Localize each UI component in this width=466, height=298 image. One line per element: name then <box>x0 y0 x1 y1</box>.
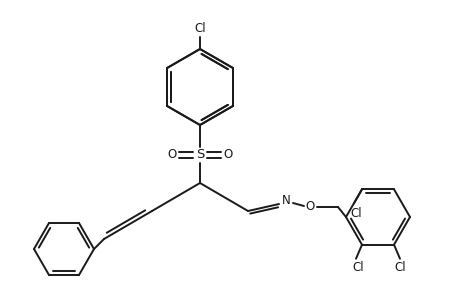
Text: Cl: Cl <box>194 23 206 35</box>
Text: Cl: Cl <box>350 207 362 220</box>
Text: O: O <box>167 148 177 162</box>
Text: O: O <box>223 148 233 162</box>
Text: S: S <box>196 148 204 162</box>
Text: N: N <box>281 195 290 207</box>
Text: Cl: Cl <box>394 261 406 274</box>
Text: O: O <box>305 201 315 213</box>
Text: Cl: Cl <box>352 261 364 274</box>
